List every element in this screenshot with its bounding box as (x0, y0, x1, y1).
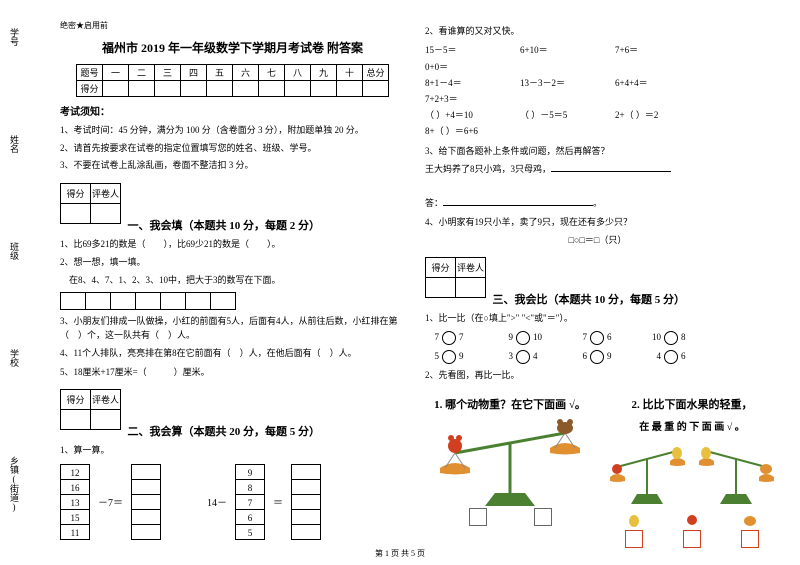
marker-label: 评卷人 (91, 183, 121, 203)
calc-grid: 1216131511 －7＝ 14－ 98765 ＝ (60, 464, 405, 539)
calc-left-col: 1216131511 (60, 464, 90, 539)
exam-title: 福州市 2019 年一年级数学下学期月考试卷 附答案 (60, 39, 405, 56)
binding-margin: 学号 姓名 班级 学校 乡镇(街道) (8, 20, 21, 520)
q1-3: 3、小朋友们排成一队做操，小红的前面有5人，后面有4人，从前往后数，小红排在第（… (60, 314, 405, 343)
balance-area: 1. 哪个动物重？在它下面画 √。 (425, 390, 770, 548)
q2-2: 2、看谁算的又对又快。 (425, 24, 770, 38)
q1-2: 2、想一想，填一填。 (60, 255, 405, 269)
q1-5: 5、18厘米+17厘米=（ ）厘米。 (60, 365, 405, 379)
q1-1: 1、比69多21的数是（ ），比69少21的数是（ ）。 (60, 237, 405, 251)
score-table: 题号一二三四五六七八九十总分 得分 (76, 64, 389, 97)
calc-right-col: 98765 (235, 464, 265, 539)
score-label: 得分 (61, 183, 91, 203)
balance-scale-3 (694, 439, 779, 509)
q2-1: 1、算一算。 (60, 443, 405, 457)
answer-box (534, 508, 552, 526)
q2-3: 3、给下面各题补上条件或问题，然后再解答？ (425, 144, 770, 158)
notice-title: 考试须知： (60, 103, 405, 118)
q2-4: 4、小明家有19只小羊，卖了9只，现在还有多少只？ (425, 215, 770, 229)
calc-left-op: －7＝ (98, 494, 123, 509)
score-label: 得分 (426, 258, 456, 278)
score-box-1: 得分评卷人 (60, 183, 121, 224)
margin-banji: 班级 (8, 242, 21, 260)
score-box-3: 得分评卷人 (425, 257, 486, 298)
q3-2c: 在 最 重 的 下 面 画 √ 。 (605, 418, 779, 433)
calc-right-ans (291, 464, 321, 539)
q1-2b: 在8、4、7、1、2、3、10中，把大于3的数写在下面。 (60, 273, 405, 287)
q3-1: 1、比一比（在○填上">" "<"或"＝"）。 (425, 311, 770, 325)
score-label: 得分 (61, 390, 91, 410)
q1-4: 4、11个人排队，亮亮排在第8在它前面有（ ）人，在他后面有（ ）人。 (60, 346, 405, 360)
section-3-title: 三、我会比（本题共 10 分，每题 5 分） (493, 291, 686, 307)
margin-xuexiao: 学校 (8, 349, 21, 367)
balance-scale-1 (425, 418, 595, 508)
comparison-rows: 779107610859346946 (425, 330, 770, 364)
right-column: 2、看谁算的又对又快。 15－5＝6+10＝7+6＝0+0＝8+1－4＝13－3… (425, 20, 770, 548)
q2-3ans: 答：。 (425, 196, 770, 210)
section-1-title: 一、我会填（本题共 10 分，每题 2 分） (128, 217, 321, 233)
margin-xiangzhen: 乡镇(街道) (8, 456, 21, 512)
answer-box (683, 530, 701, 548)
answer-box (469, 508, 487, 526)
secret-label: 绝密★启用前 (60, 20, 405, 31)
score-box-2: 得分评卷人 (60, 389, 121, 430)
answer-boxes (60, 292, 405, 310)
answer-box (741, 530, 759, 548)
q3-2: 2、先看图，再比一比。 (425, 368, 770, 382)
section-2-title: 二、我会算（本题共 20 分，每题 5 分） (128, 423, 321, 439)
left-column: 绝密★启用前 福州市 2019 年一年级数学下学期月考试卷 附答案 题号一二三四… (60, 20, 405, 548)
calc-left-ans (131, 464, 161, 539)
margin-xuehao: 学号 (8, 28, 21, 46)
page-content: 绝密★启用前 福州市 2019 年一年级数学下学期月考试卷 附答案 题号一二三四… (0, 0, 800, 558)
q3-2b: 2. 比比下面水果的轻重， (605, 396, 779, 412)
calc-eq: ＝ (273, 494, 283, 509)
marker-label: 评卷人 (91, 390, 121, 410)
marker-label: 评卷人 (456, 258, 486, 278)
arithmetic-block: 15－5＝6+10＝7+6＝0+0＝8+1－4＝13－3－2＝6+4+4＝7+2… (425, 42, 770, 139)
q2-4b: □○□＝□（只） (425, 233, 770, 247)
margin-xingming: 姓名 (8, 135, 21, 153)
q3-2a: 1. 哪个动物重？在它下面画 √。 (425, 396, 595, 412)
q2-3b: 王大妈养了8只小鸡，3只母鸡， (425, 162, 770, 176)
balance-scale-2 (605, 439, 690, 509)
calc-right-op: 14－ (207, 494, 227, 509)
answer-box (625, 530, 643, 548)
page-footer: 第 1 页 共 5 页 (0, 548, 800, 559)
